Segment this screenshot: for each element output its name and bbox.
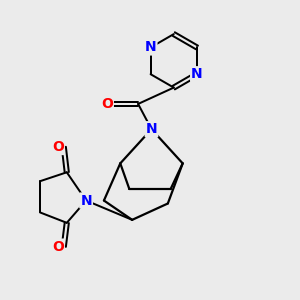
Text: N: N: [80, 194, 92, 208]
Text: O: O: [101, 97, 113, 111]
Text: N: N: [146, 122, 157, 136]
Text: N: N: [145, 40, 156, 55]
Text: O: O: [52, 240, 64, 254]
Text: O: O: [52, 140, 64, 154]
Text: N: N: [191, 67, 203, 81]
